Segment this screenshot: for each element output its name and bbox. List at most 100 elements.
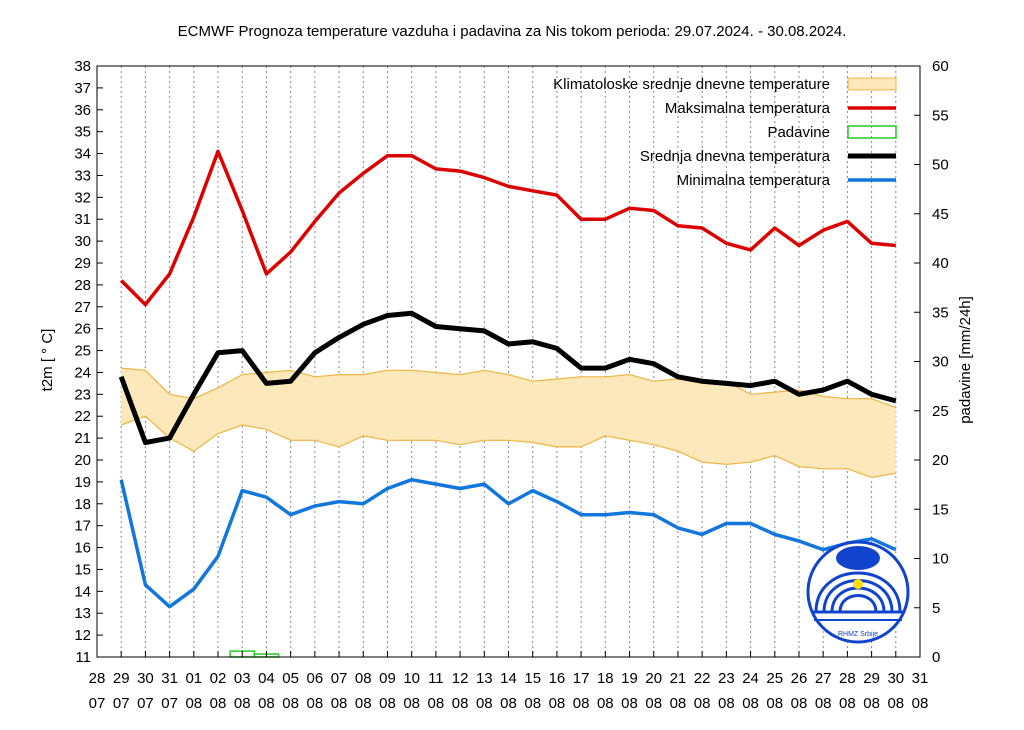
x-tick-month-label: 08 [742,695,759,712]
legend-swatch [847,125,897,139]
x-tick-day-label: 26 [791,670,808,687]
y-tick-label: 19 [74,474,91,491]
y-tick-label: 29 [74,255,91,272]
legend-label: Klimatoloske srednje dnevne temperature [553,76,830,93]
y-tick-label: 26 [74,321,91,338]
y-tick-label: 12 [74,627,91,644]
y2-tick-label: 5 [932,600,940,617]
y-tick-label: 37 [74,80,91,97]
x-tick-month-label: 08 [621,695,638,712]
x-tick-month-label: 08 [863,695,880,712]
x-tick-month-label: 08 [597,695,614,712]
y-axis-ticks: 11 12 13 14 15 16 17 18 19 20 21 22 23 24 25 26 27 28 29 30… [74,58,103,666]
x-tick-day-label: 20 [645,670,662,687]
y-axis-label: t2m [ ° C] [39,329,56,392]
x-tick-month-label: 08 [694,695,711,712]
y-tick-label: 27 [74,299,91,316]
y2-axis-label: padavine [mm/24h] [957,296,974,424]
mean-temp-line [118,310,897,445]
rhmz-logo: RHMZ Srbije [806,540,910,644]
x-tick-day-label: 31 [912,670,929,687]
y-tick-label: 30 [74,233,91,250]
x-tick-month-label: 08 [887,695,904,712]
x-tick-day-label: 28 [89,670,106,687]
y-tick-label: 28 [74,277,91,294]
x-tick-day-label: 04 [258,670,275,687]
x-tick-day-label: 21 [670,670,687,687]
y-tick-label: 24 [74,364,91,381]
y2-tick-label: 20 [932,452,949,469]
x-tick-day-label: 06 [307,670,324,687]
y2-tick-label: 30 [932,354,949,371]
x-tick-month-label: 08 [428,695,445,712]
x-tick-day-label: 17 [573,670,590,687]
x-tick-month-label: 08 [549,695,566,712]
x-tick-month-label: 08 [718,695,735,712]
x-tick-day-label: 30 [137,670,154,687]
x-axis-ticks: 28 07 29 07 30 07 31 07 01 08 02 08 03 08 04 08 05 08 06 08… [89,651,929,712]
y-tick-label: 34 [74,146,91,163]
x-tick-day-label: 10 [403,670,420,687]
x-tick-day-label: 31 [161,670,178,687]
legend-label: Minimalna temperatura [677,172,831,189]
x-tick-day-label: 15 [524,670,541,687]
x-tick-month-label: 08 [912,695,929,712]
chart-title: ECMWF Prognoza temperature vazduha i pad… [178,23,847,40]
x-tick-month-label: 08 [403,695,420,712]
x-tick-day-label: 01 [185,670,202,687]
x-tick-month-label: 08 [476,695,493,712]
x-tick-month-label: 08 [210,695,227,712]
x-tick-day-label: 25 [766,670,783,687]
logo-caption: RHMZ Srbije [838,631,878,638]
y2-tick-label: 45 [932,206,949,223]
y-tick-label: 35 [74,124,91,141]
y2-tick-label: 10 [932,551,949,568]
x-tick-day-label: 05 [282,670,299,687]
y2-tick-label: 25 [932,403,949,420]
legend-label: Padavine [767,124,830,141]
y-tick-label: 23 [74,386,91,403]
climatology-band-fill [121,368,896,478]
climatology-upper-line [121,367,897,409]
climatology-band [120,367,897,479]
x-tick-month-label: 08 [355,695,372,712]
x-tick-day-label: 29 [863,670,880,687]
x-tick-month-label: 08 [307,695,324,712]
x-tick-day-label: 27 [815,670,832,687]
y-tick-label: 25 [74,343,91,360]
y-tick-label: 17 [74,518,91,535]
x-tick-day-label: 02 [210,670,227,687]
x-tick-month-label: 08 [670,695,687,712]
climatology-lower-line [120,415,896,479]
y-tick-label: 13 [74,605,91,622]
legend: Klimatoloske srednje dnevne temperature M… [553,76,897,189]
x-tick-day-label: 19 [621,670,638,687]
legend-label: Maksimalna temperatura [665,100,831,117]
y2-tick-label: 35 [932,304,949,321]
x-tick-month-label: 07 [113,695,130,712]
x-tick-month-label: 07 [161,695,178,712]
y-tick-label: 33 [74,167,91,184]
legend-swatch [847,77,897,91]
y2-tick-label: 55 [932,107,949,124]
x-tick-month-label: 08 [500,695,517,712]
y2-tick-label: 15 [932,501,949,518]
y-tick-label: 15 [74,561,91,578]
y-tick-label: 22 [74,408,91,425]
x-tick-month-label: 08 [452,695,469,712]
min-temp-line [119,477,897,609]
x-tick-day-label: 12 [452,670,469,687]
x-tick-month-label: 08 [524,695,541,712]
y-tick-label: 21 [74,430,91,447]
x-tick-month-label: 08 [331,695,348,712]
x-tick-month-label: 08 [379,695,396,712]
x-tick-day-label: 28 [839,670,856,687]
x-tick-day-label: 14 [500,670,517,687]
x-tick-day-label: 22 [694,670,711,687]
x-tick-day-label: 11 [428,670,444,687]
x-tick-day-label: 24 [742,670,759,687]
x-tick-month-label: 08 [573,695,590,712]
y2-axis-ticks: 0 5 10 15 20 25 30 35 40 45 50 55 60 [914,58,949,666]
x-tick-day-label: 29 [113,670,130,687]
